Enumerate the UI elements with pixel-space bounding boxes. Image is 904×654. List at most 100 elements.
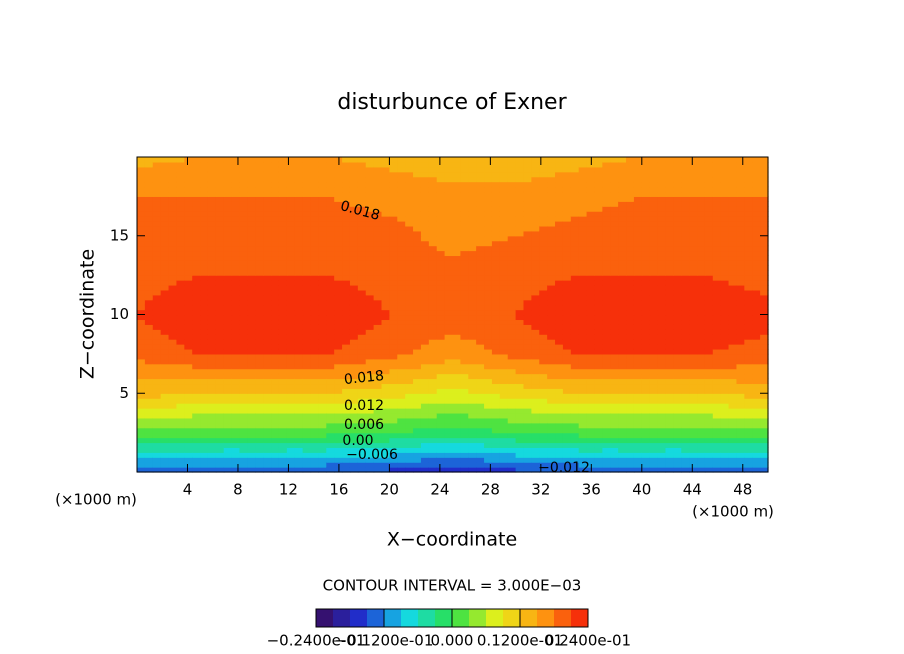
field-cell <box>278 309 288 316</box>
field-cell <box>239 196 249 202</box>
field-cell <box>176 225 185 232</box>
field-cell <box>594 280 603 286</box>
field-cell <box>562 186 572 193</box>
field-cell <box>405 383 414 389</box>
field-cell <box>618 319 627 325</box>
field-cell <box>626 260 635 266</box>
field-cell <box>468 176 477 183</box>
field-cell <box>515 437 525 444</box>
field-cell <box>704 373 714 380</box>
field-cell <box>271 211 280 217</box>
field-cell <box>286 216 296 222</box>
field-cell <box>381 201 390 207</box>
field-cell <box>397 161 406 168</box>
field-cell <box>428 181 438 188</box>
field-cell <box>610 309 619 316</box>
field-cell <box>499 206 509 212</box>
field-cell <box>578 314 588 321</box>
field-cell <box>176 329 185 335</box>
field-cell <box>626 211 635 217</box>
field-cell <box>547 339 556 345</box>
field-cell <box>491 181 501 188</box>
field-cell <box>144 432 154 439</box>
field-cell <box>649 280 659 286</box>
field-cell <box>507 314 517 321</box>
field-cell <box>484 171 493 178</box>
field-cell <box>562 225 572 232</box>
field-cell <box>152 398 162 404</box>
field-cell <box>334 348 343 355</box>
field-cell <box>286 240 296 247</box>
field-cell <box>334 329 343 335</box>
field-cell <box>326 368 335 375</box>
field-cell <box>215 442 225 448</box>
field-cell <box>697 216 706 222</box>
field-cell <box>704 348 714 355</box>
field-cell <box>752 339 761 345</box>
field-cell <box>452 432 461 439</box>
field-cell <box>168 417 178 424</box>
field-cell <box>215 284 225 291</box>
field-cell <box>152 245 162 252</box>
field-cell <box>357 157 367 163</box>
field-cell <box>278 171 288 178</box>
field-cell <box>515 270 525 276</box>
field-cell <box>381 196 390 202</box>
field-cell <box>491 388 501 394</box>
field-cell <box>263 191 272 197</box>
field-cell <box>491 216 501 222</box>
field-cell <box>744 201 753 207</box>
field-cell <box>357 186 367 193</box>
field-cell <box>633 324 643 330</box>
field-cell <box>413 348 422 355</box>
field-cell <box>168 348 178 355</box>
field-cell <box>562 348 572 355</box>
field-cell <box>586 245 596 252</box>
field-cell <box>137 398 146 404</box>
field-cell <box>160 412 170 419</box>
field-cell <box>334 250 343 257</box>
field-cell <box>428 196 438 202</box>
field-cell <box>255 240 264 247</box>
field-cell <box>562 319 572 325</box>
field-cell <box>712 353 722 360</box>
field-cell <box>405 398 414 404</box>
field-cell <box>602 442 611 448</box>
field-cell <box>436 181 446 188</box>
field-cell <box>428 422 438 429</box>
field-cell <box>673 324 682 330</box>
field-cell <box>231 398 241 404</box>
field-cell <box>176 442 185 448</box>
field-cell <box>318 309 327 316</box>
field-cell <box>326 442 335 448</box>
field-cell <box>278 334 288 340</box>
field-cell <box>681 408 690 414</box>
field-cell <box>428 412 438 419</box>
field-cell <box>744 363 753 370</box>
field-cell <box>523 181 532 188</box>
field-cell <box>271 191 280 197</box>
field-cell <box>499 393 509 399</box>
field-cell <box>547 442 556 448</box>
field-cell <box>531 206 540 212</box>
field-cell <box>689 201 698 207</box>
field-cell <box>215 216 225 222</box>
field-cell <box>413 344 422 350</box>
field-cell <box>144 378 154 385</box>
field-cell <box>484 437 493 444</box>
field-cell <box>294 348 304 355</box>
field-cell <box>610 427 619 434</box>
field-cell <box>460 427 469 434</box>
field-cell <box>168 408 178 414</box>
field-cell <box>673 417 682 424</box>
field-cell <box>626 225 635 232</box>
field-cell <box>586 265 596 271</box>
field-cell <box>452 437 461 444</box>
field-cell <box>207 171 217 178</box>
field-cell <box>428 339 438 345</box>
field-cell <box>499 363 509 370</box>
field-cell <box>428 289 438 296</box>
field-cell <box>428 309 438 316</box>
field-cell <box>389 171 398 178</box>
field-cell <box>665 319 674 325</box>
